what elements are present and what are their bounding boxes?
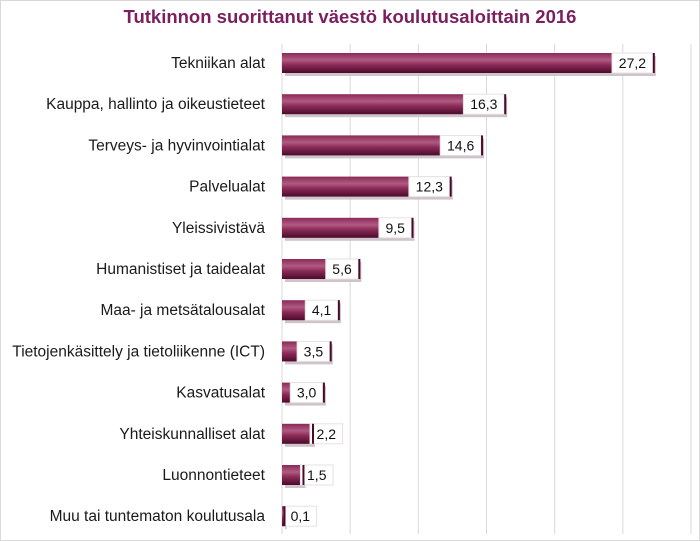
value-label: 0,1 [291,508,311,524]
category-label: Luonnontieteet [162,467,265,484]
category-label: Yleissivistävä [172,220,265,237]
value-label-box [299,464,334,486]
value-label: 12,3 [416,179,443,195]
value-label: 14,6 [447,137,474,153]
value-label: 3,0 [297,385,317,401]
bar-end-cap [283,506,286,527]
bar [282,506,284,527]
bar-end-cap [652,53,655,73]
bar-end-cap [337,300,340,321]
bar-end-cap [504,94,507,115]
category-label: Muu tai tuntematon koulutusala [50,508,266,525]
bar-end-cap [329,341,332,362]
category-label: Terveys- ja hyvinvointialat [88,137,265,154]
value-label: 27,2 [619,55,646,71]
chart-title: Tutkinnon suorittanut väestö koulutusalo… [123,6,577,27]
category-label: Maa- ja metsätalousalat [100,302,265,319]
value-label: 16,3 [470,96,497,112]
bar-end-cap [322,382,325,403]
bar-end-cap [481,135,484,156]
category-label: Palvelualat [189,179,266,196]
bar [282,423,312,444]
value-label: 9,5 [385,220,405,236]
bar-end-cap [302,465,305,485]
category-label: Kasvatusalat [176,385,265,402]
category-label: Tekniikan alat [171,55,266,72]
bar-end-cap [358,259,361,279]
bar [282,94,505,115]
bar-end-cap [449,176,452,197]
category-label: Tietojenkäsittely ja tietoliikenne (ICT) [12,343,265,360]
bar [282,465,303,485]
value-label: 1,5 [307,467,327,483]
value-label: 5,6 [332,261,352,277]
bar-end-cap [411,217,414,238]
category-label: Humanistiset ja taidealat [96,261,266,278]
bar [282,176,450,197]
category-label: Yhteiskunnalliset alat [119,426,265,443]
value-label: 4,1 [312,302,332,318]
value-label-box [309,423,344,445]
category-label: Kauppa, hallinto ja oikeustieteet [46,96,266,113]
value-label: 3,5 [304,343,324,359]
value-label: 2,2 [317,426,337,442]
bar [282,53,653,73]
bar-end-cap [311,423,314,444]
bar [282,135,482,156]
